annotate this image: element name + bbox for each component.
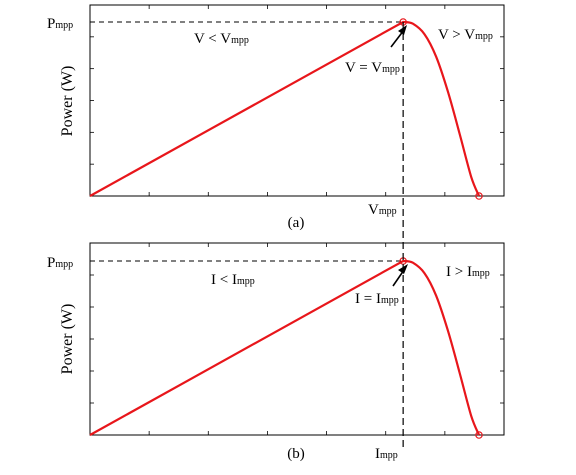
caption-b: (b): [287, 446, 305, 462]
peak-arrow-b: [392, 264, 408, 287]
annotation-right-a: V > Vmpp: [438, 27, 493, 43]
annotation-right-b: I > Impp: [446, 264, 490, 280]
y-axis-label-a: Power (W): [59, 66, 76, 137]
y-axis-label-b: Power (W): [59, 304, 76, 375]
y-peak-label-a: Pmpp: [47, 16, 73, 32]
x-peak-label-b: Impp: [375, 446, 398, 462]
end-marker-b: [475, 431, 483, 439]
annotation-peak-b: I = Impp: [355, 291, 399, 307]
panel-b: Pmpp I < Impp I > Impp I = Impp Power (W…: [47, 242, 505, 462]
power-curve-a: [89, 20, 481, 197]
peak-arrow-a: [390, 25, 407, 48]
panel-a: Pmpp V < Vmpp V > Vmpp V = Vmpp Power (W…: [47, 4, 505, 231]
annotation-left-b: I < Impp: [211, 272, 255, 288]
ticks-b: [90, 243, 504, 435]
x-peak-label-a: Vmpp: [368, 202, 397, 218]
y-peak-label-b: Pmpp: [47, 255, 73, 271]
ticks-a: [90, 5, 504, 196]
annotation-left-a: V < Vmpp: [194, 31, 249, 47]
caption-a: (a): [288, 215, 305, 231]
end-marker-a: [475, 192, 483, 200]
power-curve-b: [89, 259, 481, 436]
plot-frame-b: [89, 242, 505, 436]
annotation-peak-a: V = Vmpp: [345, 60, 400, 76]
